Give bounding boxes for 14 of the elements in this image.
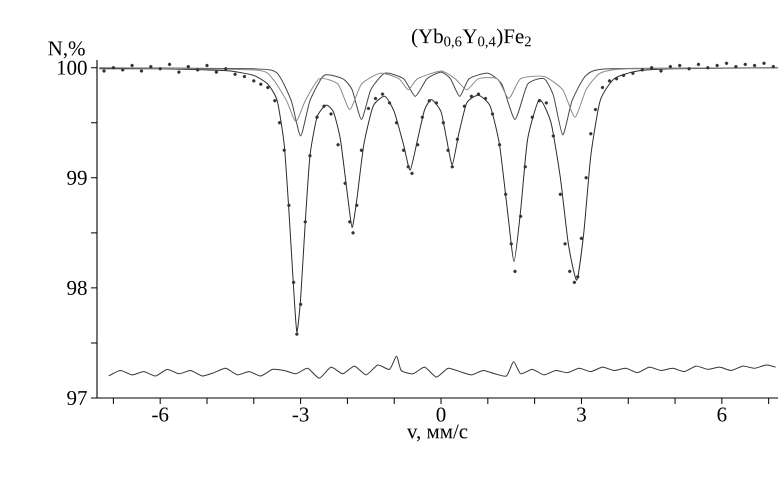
y-tick-label: 99 <box>67 170 87 185</box>
x-tick-label: -3 <box>292 408 308 422</box>
line-series <box>108 356 776 379</box>
y-tick-label: 100 <box>58 60 87 75</box>
y-tick-label: 97 <box>67 390 87 406</box>
y-tick-label: 98 <box>67 280 87 295</box>
x-axis-title: v, мм/с <box>406 424 468 442</box>
x-tick-label: 6 <box>718 408 726 422</box>
line-series <box>98 67 778 122</box>
y-axis-title: N,% <box>48 41 85 58</box>
x-tick-label: 0 <box>436 408 446 422</box>
x-tick-label: -6 <box>152 408 168 422</box>
chart-title: (Yb$_{0,6}$Y$_{0,4}$)Fe$_{2}$ <box>412 28 531 48</box>
x-tick-label: 3 <box>577 408 586 422</box>
